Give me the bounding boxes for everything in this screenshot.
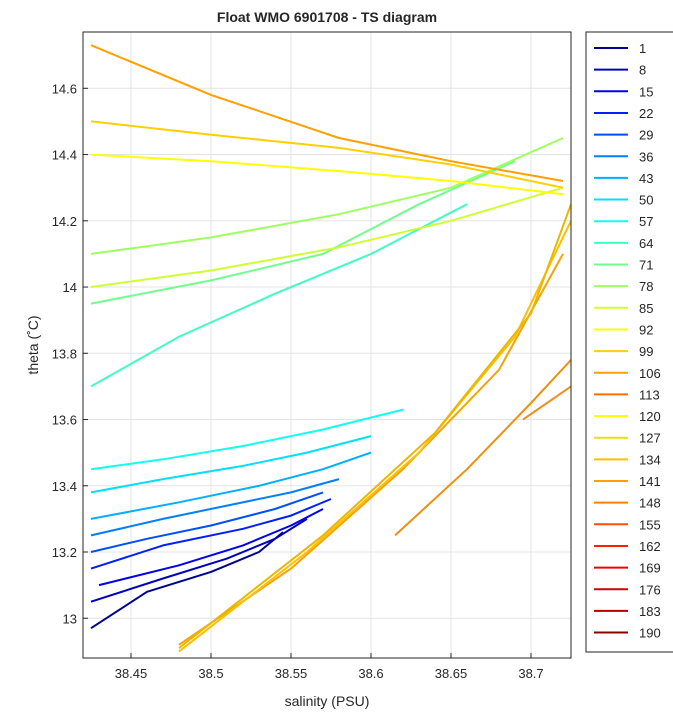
legend-label: 1 bbox=[639, 41, 646, 56]
legend-label: 92 bbox=[639, 322, 653, 337]
profile-line-43 bbox=[90, 451, 372, 520]
y-tick-label: 14 bbox=[63, 280, 77, 295]
profile-line-57 bbox=[90, 408, 404, 471]
profile-line-141 bbox=[522, 385, 571, 421]
x-axis-label: salinity (PSU) bbox=[285, 693, 370, 709]
x-tick-label: 38.45 bbox=[115, 666, 148, 681]
plot-area bbox=[83, 32, 571, 658]
y-tick-label: 13 bbox=[63, 611, 77, 626]
y-axis-label: theta (˚C) bbox=[25, 315, 41, 374]
legend-label: 155 bbox=[639, 517, 661, 532]
legend-label: 8 bbox=[639, 63, 646, 78]
legend-label: 176 bbox=[639, 582, 661, 597]
profile-line-127 bbox=[178, 203, 571, 649]
profile-line-106 bbox=[90, 44, 564, 182]
legend-label: 57 bbox=[639, 214, 653, 229]
y-tick-label: 14.4 bbox=[52, 148, 77, 163]
legend-label: 113 bbox=[639, 387, 660, 402]
profile-line-120 bbox=[178, 220, 571, 653]
profile-line-50 bbox=[90, 435, 372, 494]
legend-box bbox=[585, 31, 673, 653]
legend-label: 183 bbox=[639, 604, 661, 619]
legend-label: 127 bbox=[639, 431, 661, 446]
data-lines bbox=[90, 44, 571, 653]
chart-title: Float WMO 6901708 - TS diagram bbox=[217, 9, 437, 25]
x-tick-label: 38.65 bbox=[435, 666, 468, 681]
y-tick-label: 13.4 bbox=[52, 479, 77, 494]
legend-label: 85 bbox=[639, 301, 653, 316]
profile-line-8 bbox=[90, 518, 308, 603]
legend-label: 78 bbox=[639, 279, 653, 294]
profile-line-92 bbox=[90, 153, 564, 196]
x-tick-label: 38.6 bbox=[358, 666, 383, 681]
legend-label: 15 bbox=[639, 84, 653, 99]
legend-label: 64 bbox=[639, 236, 653, 251]
y-tick-label: 13.8 bbox=[52, 346, 77, 361]
legend-label: 169 bbox=[639, 561, 661, 576]
legend-label: 29 bbox=[639, 128, 653, 143]
x-tick-label: 38.7 bbox=[518, 666, 543, 681]
profile-line-22 bbox=[90, 498, 332, 570]
legend-label: 190 bbox=[639, 626, 661, 641]
profile-line-71 bbox=[90, 160, 516, 305]
y-tick-label: 13.6 bbox=[52, 413, 77, 428]
legend-label: 71 bbox=[639, 258, 653, 273]
legend: 1 8 15 22 29 36 43 50 57 64 71 78 85 92 99 106 113 120 127… bbox=[594, 41, 661, 641]
profile-line-15 bbox=[98, 508, 324, 587]
profile-line-29 bbox=[90, 491, 324, 553]
profile-line-134 bbox=[394, 359, 571, 537]
profile-line-99 bbox=[90, 120, 564, 189]
legend-label: 120 bbox=[639, 409, 661, 424]
legend-label: 148 bbox=[639, 496, 661, 511]
x-tick-label: 38.5 bbox=[198, 666, 223, 681]
y-tick-label: 14.2 bbox=[52, 214, 77, 229]
legend-label: 99 bbox=[639, 344, 653, 359]
legend-label: 50 bbox=[639, 193, 653, 208]
legend-label: 134 bbox=[639, 452, 661, 467]
grid bbox=[83, 32, 571, 658]
x-tick-label: 38.55 bbox=[275, 666, 308, 681]
plot-frame bbox=[82, 31, 572, 659]
profile-line-36 bbox=[90, 478, 340, 537]
legend-label: 106 bbox=[639, 366, 661, 381]
legend-label: 162 bbox=[639, 539, 661, 554]
legend-label: 141 bbox=[639, 474, 661, 489]
profile-line-85 bbox=[90, 186, 564, 288]
legend-label: 22 bbox=[639, 106, 653, 121]
profile-line-64 bbox=[90, 203, 468, 388]
legend-label: 36 bbox=[639, 149, 653, 164]
profile-line-1 bbox=[90, 531, 284, 630]
y-tick-label: 13.2 bbox=[52, 545, 77, 560]
legend-label: 43 bbox=[639, 171, 653, 186]
axis-ticks: 38.45 38.5 38.55 38.6 38.65 38.7 13 13.2 13.4 13.… bbox=[52, 81, 544, 681]
y-tick-label: 14.6 bbox=[52, 81, 77, 96]
profile-line-78 bbox=[90, 137, 564, 255]
